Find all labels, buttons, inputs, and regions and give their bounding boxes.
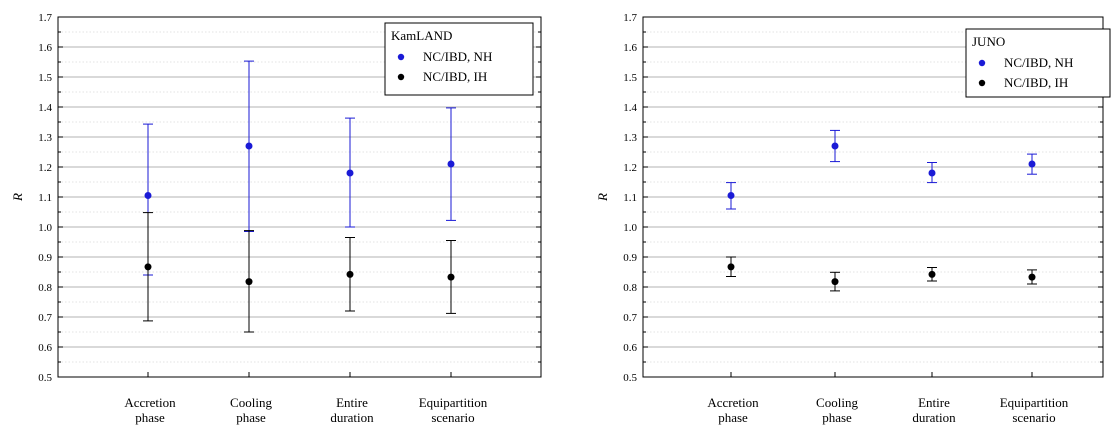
x-category-label: duration — [330, 410, 374, 425]
kamland-chart: 0.5 0.6 0.7 0.8 0.9 1.0 1.1 1.2 1.3 1.4 1.5 1.6 1.7 R… — [10, 12, 542, 425]
data-point-group — [446, 240, 456, 314]
legend-marker — [397, 53, 405, 61]
data-point-group — [830, 129, 840, 163]
data-point — [447, 273, 455, 281]
data-point-group — [345, 237, 355, 312]
data-point-group — [726, 256, 736, 277]
x-category-label: Equipartition — [1000, 395, 1069, 410]
data-point — [346, 270, 354, 278]
data-point-group — [1027, 269, 1037, 285]
x-category-label: phase — [135, 410, 165, 425]
y-tick-label: 0.8 — [38, 282, 52, 294]
legend-entry: NC/IBD, IH — [1004, 75, 1068, 90]
data-point — [928, 169, 936, 177]
y-tick-label: 1.5 — [38, 72, 52, 84]
data-point — [447, 160, 455, 168]
y-tick-label: 1.6 — [623, 42, 637, 54]
y-tick-label: 0.5 — [38, 372, 52, 384]
y-axis-label: R — [595, 193, 610, 202]
data-point-group — [345, 117, 355, 228]
x-category-label: Accretion — [124, 395, 176, 410]
y-tick-label: 1.5 — [623, 72, 637, 84]
data-point — [727, 192, 735, 199]
legend-entry: NC/IBD, NH — [423, 49, 492, 64]
x-category-label: Accretion — [707, 395, 759, 410]
y-tick-label: 0.7 — [38, 312, 52, 324]
y-tick-label: 1.2 — [623, 162, 637, 174]
data-point-group — [446, 107, 456, 221]
x-category-label: scenario — [1012, 410, 1055, 425]
data-point — [1028, 160, 1036, 168]
y-tick-label: 0.9 — [623, 252, 637, 264]
y-tick-label: 0.6 — [38, 342, 52, 354]
x-category-label: Cooling — [816, 395, 858, 410]
x-category-label: phase — [822, 410, 852, 425]
juno-chart: 0.5 0.6 0.7 0.8 0.9 1.0 1.1 1.2 1.3 1.4 1.5 1.6 1.7 R… — [595, 12, 1111, 425]
x-category-label: phase — [236, 410, 266, 425]
data-point — [245, 278, 253, 286]
data-point-group — [1027, 153, 1037, 175]
legend-entry: NC/IBD, NH — [1004, 55, 1073, 70]
y-tick-label: 1.0 — [38, 222, 52, 234]
y-tick-label: 1.2 — [38, 162, 52, 174]
data-point-group — [927, 267, 937, 282]
y-tick-label: 0.5 — [623, 372, 637, 384]
y-tick-label: 1.7 — [623, 12, 637, 24]
legend-box — [384, 22, 534, 96]
data-point — [144, 192, 152, 199]
legend-title: KamLAND — [391, 28, 452, 43]
data-point-group — [143, 212, 153, 322]
data-point — [831, 278, 839, 286]
y-tick-label: 1.6 — [38, 42, 52, 54]
y-tick-label: 1.3 — [623, 132, 637, 144]
y-tick-label: 0.6 — [623, 342, 637, 354]
data-point-group — [244, 60, 254, 232]
x-category-label: Equipartition — [419, 395, 488, 410]
legend-title: JUNO — [972, 34, 1005, 49]
y-tick-label: 0.7 — [623, 312, 637, 324]
x-category-label: phase — [718, 410, 748, 425]
x-category-label: Entire — [918, 395, 950, 410]
x-category-label: Entire — [336, 395, 368, 410]
y-tick-label: 0.9 — [38, 252, 52, 264]
data-point — [346, 169, 354, 177]
data-point-group — [244, 230, 254, 333]
data-point — [928, 270, 936, 278]
legend-box — [965, 28, 1111, 98]
legend-marker — [978, 59, 986, 67]
x-category-label: scenario — [431, 410, 474, 425]
y-tick-label: 1.7 — [38, 12, 52, 24]
data-point — [1028, 273, 1036, 281]
legend-marker — [978, 79, 986, 87]
data-point-group — [726, 182, 736, 210]
y-tick-label: 1.3 — [38, 132, 52, 144]
x-category-label: Cooling — [230, 395, 272, 410]
y-tick-label: 1.1 — [623, 192, 637, 204]
legend-entry: NC/IBD, IH — [423, 69, 487, 84]
data-point — [144, 263, 152, 271]
y-tick-label: 1.1 — [38, 192, 52, 204]
y-tick-label: 1.4 — [623, 102, 637, 114]
data-point-group — [830, 271, 840, 292]
data-point — [831, 142, 839, 150]
y-axis-label: R — [10, 193, 25, 202]
x-category-label: duration — [912, 410, 956, 425]
data-point-group — [927, 162, 937, 184]
data-point — [245, 142, 253, 150]
y-tick-label: 1.4 — [38, 102, 52, 114]
y-tick-label: 1.0 — [623, 222, 637, 234]
y-tick-label: 0.8 — [623, 282, 637, 294]
legend-marker — [397, 73, 405, 81]
data-point — [727, 263, 735, 271]
